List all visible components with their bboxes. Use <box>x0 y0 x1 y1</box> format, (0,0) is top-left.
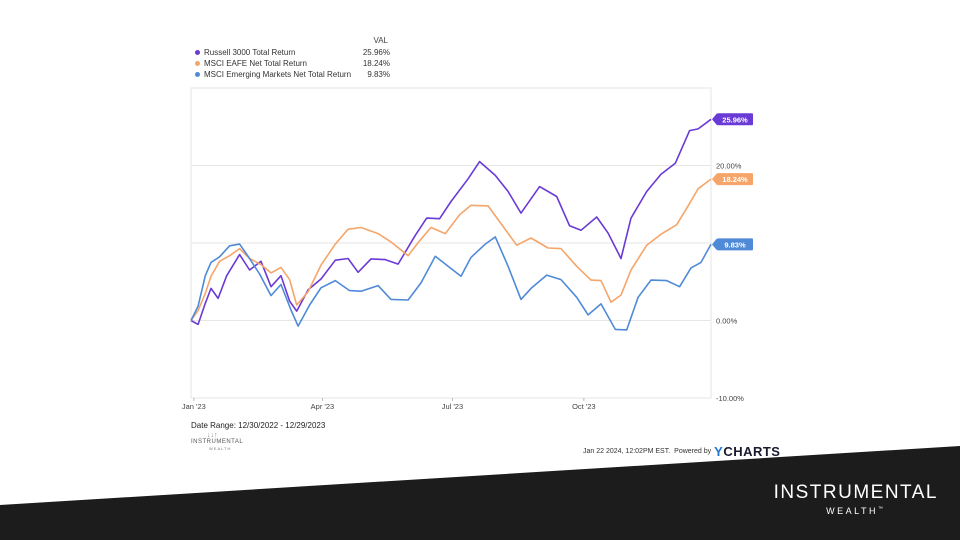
legend-header: VAL <box>373 36 388 45</box>
series-line-3 <box>190 236 712 331</box>
end-value-label: 25.96% <box>722 115 748 124</box>
end-value-label: 18.24% <box>722 175 748 184</box>
legend-dot-russell <box>195 50 200 55</box>
end-label-box <box>717 173 753 186</box>
corner-logo-line1: INSTRUMENTAL <box>773 482 938 503</box>
corner-logo-line2: WEALTH™ <box>774 503 938 517</box>
legend-dot-em <box>195 72 200 77</box>
end-label-pointer <box>712 238 717 251</box>
ycharts-rest: CHARTS <box>723 444 781 459</box>
small-logo-line2: WEALTH <box>209 446 232 451</box>
legend-label: MSCI Emerging Markets Net Total Return <box>204 70 352 79</box>
powered-by-label: Powered by <box>674 448 712 455</box>
corner-logo-word: WEALTH <box>826 506 878 516</box>
legend-dot-eafe <box>195 61 200 66</box>
x-tick-label: Apr '23 <box>311 402 335 411</box>
series-line-1 <box>190 118 712 326</box>
y-tick-label: 0.00% <box>716 317 738 326</box>
end-label-box <box>717 113 753 126</box>
instrumental-small-logo: ↓↓↑ INSTRUMENTAL WEALTH <box>191 432 251 451</box>
logo-mark-icon: ↓↓↑ <box>207 432 218 439</box>
chart-footer: Jan 22 2024, 12:02PM EST. Powered by YCH… <box>583 444 780 459</box>
x-tick-label: Oct '23 <box>572 402 596 411</box>
chart-legend: VAL Russell 3000 Total Return 25.96% MSC… <box>195 36 390 80</box>
legend-value: 25.96% <box>362 48 390 57</box>
y-tick-label: -10.00% <box>716 394 744 403</box>
x-tick-label: Jan '23 <box>182 402 206 411</box>
legend-item-em[interactable]: MSCI Emerging Markets Net Total Return 9… <box>195 69 390 80</box>
small-logo-line1: INSTRUMENTAL <box>191 439 244 445</box>
end-label-pointer <box>712 173 717 186</box>
trademark-mark: ™ <box>877 506 886 512</box>
end-value-label: 9.83% <box>724 240 746 249</box>
legend-item-eafe[interactable]: MSCI EAFE Net Total Return 18.24% <box>195 58 390 69</box>
instrumental-wealth-logo: INSTRUMENTAL WEALTH™ <box>774 482 938 517</box>
date-range: Date Range: 12/30/2022 - 12/29/2023 <box>191 421 326 430</box>
ycharts-logo[interactable]: YCHARTS <box>714 444 780 459</box>
end-label-pointer <box>712 113 717 126</box>
legend-label: MSCI EAFE Net Total Return <box>204 59 307 68</box>
legend-value: 18.24% <box>362 59 390 68</box>
ycharts-y: Y <box>714 444 724 459</box>
legend-item-russell[interactable]: Russell 3000 Total Return 25.96% <box>195 47 390 58</box>
x-tick-label: Jul '23 <box>442 402 463 411</box>
legend-label: Russell 3000 Total Return <box>204 48 296 57</box>
legend-value: 9.83% <box>367 70 390 79</box>
y-tick-label: 20.00% <box>716 162 742 171</box>
timestamp: Jan 22 2024, 12:02PM EST. <box>583 448 671 455</box>
series-line-2 <box>190 178 712 321</box>
end-label-box <box>717 238 753 251</box>
